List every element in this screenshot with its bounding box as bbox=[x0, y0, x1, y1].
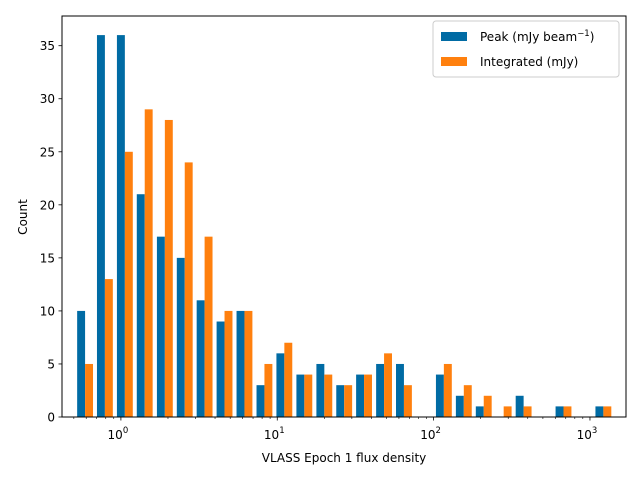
y-tick-label: 10 bbox=[40, 304, 55, 318]
bar-peak-18 bbox=[435, 374, 444, 417]
bar-integrated-24 bbox=[563, 406, 572, 417]
plot-area bbox=[62, 16, 626, 417]
plot-frame bbox=[61, 15, 627, 418]
bar-peak-2 bbox=[116, 35, 125, 417]
bar-integrated-3 bbox=[144, 109, 153, 417]
y-tick-label: 25 bbox=[40, 145, 55, 159]
bar-integrated-16 bbox=[403, 385, 412, 417]
bar-integrated-6 bbox=[204, 236, 213, 417]
bar-peak-15 bbox=[376, 363, 385, 417]
bar-integrated-12 bbox=[324, 374, 333, 417]
bar-integrated-20 bbox=[483, 395, 492, 417]
legend-label-integrated: Integrated (mJy) bbox=[480, 55, 578, 69]
bar-peak-9 bbox=[256, 385, 265, 417]
bar-peak-7 bbox=[216, 321, 225, 417]
bar-peak-14 bbox=[356, 374, 365, 417]
y-tick-label: 30 bbox=[40, 92, 55, 106]
bar-integrated-18 bbox=[443, 363, 452, 417]
bar-peak-22 bbox=[515, 395, 524, 417]
bar-integrated-2 bbox=[124, 151, 133, 418]
bar-integrated-13 bbox=[344, 385, 353, 417]
y-tick-label: 35 bbox=[40, 39, 55, 53]
bar-peak-16 bbox=[396, 363, 404, 417]
bar-integrated-26 bbox=[603, 406, 612, 417]
x-axis-label: VLASS Epoch 1 flux density bbox=[262, 451, 427, 465]
legend-swatch-peak bbox=[441, 32, 467, 41]
bar-integrated-22 bbox=[523, 406, 532, 417]
bar-peak-4 bbox=[156, 236, 165, 417]
bar-peak-6 bbox=[196, 300, 205, 417]
bar-integrated-5 bbox=[184, 162, 193, 417]
bar-peak-8 bbox=[236, 310, 245, 417]
bar-peak-26 bbox=[595, 406, 604, 417]
y-axis-label: Count bbox=[16, 199, 30, 235]
bar-peak-11 bbox=[296, 374, 305, 417]
legend-box bbox=[432, 20, 620, 78]
bar-integrated-19 bbox=[463, 385, 472, 417]
legend-label-peak: Peak (mJy beam−1) bbox=[480, 29, 594, 44]
bar-integrated-4 bbox=[164, 119, 173, 418]
bar-integrated-14 bbox=[364, 374, 372, 417]
bar-peak-13 bbox=[336, 385, 345, 417]
bar-peak-1 bbox=[96, 35, 105, 417]
legend-label-peak-suffix: ) bbox=[590, 30, 595, 44]
x-tick-label: 100 bbox=[108, 426, 129, 442]
x-tick-label: 101 bbox=[264, 426, 285, 442]
legend-label-peak-superscript: −1 bbox=[577, 29, 590, 39]
x-tick-label-base: 10 bbox=[108, 428, 123, 442]
y-axis-ticks: 0 5 10 15 20 25 30 35 bbox=[40, 39, 62, 425]
bar-peak-10 bbox=[276, 353, 285, 417]
bar-integrated-7 bbox=[224, 310, 233, 417]
bar-integrated-21 bbox=[503, 406, 512, 417]
x-tick-label-base: 10 bbox=[577, 428, 592, 442]
bar-peak-5 bbox=[176, 257, 185, 417]
bar-integrated-0 bbox=[85, 363, 94, 417]
bar-peak-20 bbox=[475, 406, 484, 417]
bar-peak-12 bbox=[316, 363, 325, 417]
bar-integrated-15 bbox=[384, 353, 392, 417]
bar-integrated-11 bbox=[304, 374, 313, 417]
bar-integrated-10 bbox=[284, 342, 293, 417]
x-tick-label-base: 10 bbox=[264, 428, 279, 442]
bar-peak-24 bbox=[555, 406, 564, 417]
bar-peak-19 bbox=[455, 395, 464, 417]
bar-integrated-1 bbox=[104, 279, 113, 417]
x-tick-label-exponent: 1 bbox=[279, 426, 284, 436]
x-tick-label-base: 10 bbox=[420, 428, 435, 442]
y-tick-label: 20 bbox=[40, 198, 55, 212]
x-tick-label-exponent: 2 bbox=[436, 426, 441, 436]
bars-layer bbox=[77, 35, 612, 418]
legend: Peak (mJy beam−1) Integrated (mJy) bbox=[432, 20, 620, 78]
y-tick-label: 0 bbox=[47, 411, 55, 425]
bar-integrated-8 bbox=[244, 310, 253, 417]
legend-label-peak-main: Peak (mJy beam bbox=[480, 30, 577, 44]
x-tick-label-exponent: 3 bbox=[592, 426, 597, 436]
legend-swatch-integrated bbox=[441, 57, 467, 66]
x-tick-label-exponent: 0 bbox=[123, 426, 128, 436]
x-tick-label: 102 bbox=[420, 426, 441, 442]
y-tick-label: 5 bbox=[47, 357, 55, 371]
x-tick-label: 103 bbox=[577, 426, 598, 442]
bar-peak-0 bbox=[77, 310, 86, 417]
y-tick-label: 15 bbox=[40, 251, 55, 265]
bar-integrated-9 bbox=[264, 363, 273, 417]
bar-peak-3 bbox=[136, 194, 145, 417]
x-axis-ticks: 100 101 102 103 bbox=[73, 417, 598, 442]
